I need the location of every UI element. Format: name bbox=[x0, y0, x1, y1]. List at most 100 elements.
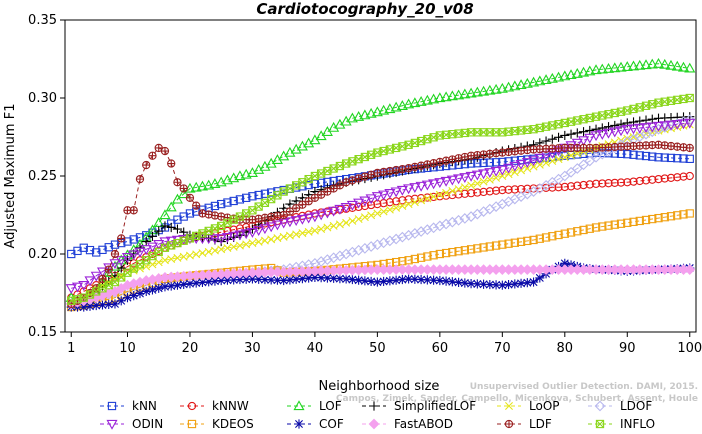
point-ldf bbox=[280, 211, 288, 219]
point-kdeos bbox=[435, 249, 445, 259]
point-knn bbox=[504, 157, 513, 166]
point-ldf bbox=[111, 250, 119, 258]
point-lof bbox=[684, 62, 696, 73]
point-lof bbox=[671, 60, 683, 71]
point-odin bbox=[390, 187, 402, 198]
point-lof bbox=[646, 58, 658, 69]
point-odin bbox=[521, 158, 533, 168]
point-lof bbox=[196, 180, 208, 191]
point-inflo bbox=[460, 128, 469, 138]
point-odin bbox=[65, 284, 77, 295]
point-lof bbox=[159, 209, 171, 220]
point-ldf bbox=[286, 207, 294, 216]
point-lof bbox=[596, 63, 608, 74]
point-kdeos bbox=[610, 220, 619, 229]
point-ldf bbox=[298, 201, 307, 209]
point-odin bbox=[446, 175, 458, 186]
point-odin bbox=[471, 170, 483, 181]
point-inflo bbox=[548, 121, 557, 130]
point-cof bbox=[110, 299, 120, 309]
point-simplifiedlof bbox=[172, 224, 183, 234]
point-lof bbox=[534, 75, 546, 86]
point-loop bbox=[485, 175, 494, 184]
point-knn bbox=[229, 196, 238, 206]
point-ldof bbox=[584, 155, 596, 167]
point-cof bbox=[516, 278, 526, 288]
point-odin bbox=[340, 203, 352, 213]
point-simplifiedlof bbox=[160, 221, 170, 231]
point-ldf bbox=[161, 147, 169, 155]
point-ldf bbox=[180, 184, 188, 193]
point-kdeos bbox=[460, 246, 469, 255]
point-loop bbox=[260, 236, 269, 245]
point-knnw bbox=[473, 188, 482, 197]
point-odin bbox=[440, 176, 452, 187]
point-loop bbox=[423, 194, 432, 203]
point-kdeos bbox=[473, 244, 482, 253]
point-odin bbox=[128, 250, 140, 261]
point-lof bbox=[171, 193, 183, 204]
watermark-citation: Unsupervised Outlier Detection. DAMI, 20… bbox=[470, 382, 698, 392]
point-loop bbox=[248, 239, 257, 248]
point-cof bbox=[141, 286, 151, 297]
point-kdeos bbox=[504, 239, 513, 248]
point-loop bbox=[304, 227, 313, 236]
point-inflo bbox=[585, 113, 594, 123]
point-loop bbox=[310, 226, 319, 235]
point-knn bbox=[485, 158, 494, 167]
legend-item-inflo: INFLO bbox=[588, 417, 655, 431]
point-inflo bbox=[591, 112, 601, 121]
point-inflo bbox=[129, 264, 138, 273]
point-loop bbox=[517, 166, 526, 175]
point-cof bbox=[204, 277, 214, 287]
point-cof bbox=[297, 274, 308, 284]
point-cof bbox=[522, 278, 532, 288]
point-lof bbox=[415, 96, 427, 106]
point-odin bbox=[234, 230, 246, 241]
point-lof bbox=[578, 66, 590, 77]
point-ldof bbox=[478, 206, 489, 217]
point-simplifiedlof bbox=[553, 132, 564, 142]
point-ldf bbox=[311, 194, 319, 202]
point-knn bbox=[92, 248, 101, 257]
point-cof bbox=[510, 279, 520, 289]
point-loop bbox=[198, 249, 207, 258]
point-odin bbox=[303, 213, 315, 224]
point-loop bbox=[467, 181, 476, 190]
point-knnw bbox=[585, 180, 594, 189]
point-cof bbox=[179, 279, 189, 290]
point-lof bbox=[446, 90, 458, 101]
point-odin bbox=[103, 263, 115, 274]
point-knn bbox=[673, 154, 682, 163]
point-loop bbox=[473, 179, 482, 188]
legend-label: KDEOS bbox=[212, 417, 254, 431]
point-ldf bbox=[136, 175, 144, 183]
point-kdeos bbox=[404, 256, 413, 265]
legend-item-lof: LOF bbox=[287, 399, 342, 413]
point-loop bbox=[623, 134, 632, 143]
point-kdeos bbox=[685, 209, 694, 218]
point-inflo bbox=[535, 123, 544, 133]
point-odin bbox=[609, 127, 621, 138]
point-lof bbox=[634, 59, 646, 70]
point-ldf bbox=[342, 178, 350, 186]
point-lof bbox=[503, 81, 515, 92]
point-knn bbox=[98, 245, 107, 254]
point-inflo bbox=[473, 128, 482, 137]
point-inflo bbox=[554, 120, 563, 129]
point-lof bbox=[359, 109, 371, 120]
point-simplifiedlof bbox=[147, 231, 158, 241]
point-loop bbox=[379, 207, 388, 216]
point-inflo bbox=[479, 128, 488, 137]
point-odin bbox=[265, 222, 277, 233]
point-inflo bbox=[379, 146, 388, 156]
point-knnw bbox=[485, 187, 494, 196]
point-ldf bbox=[98, 275, 107, 283]
point-loop bbox=[267, 235, 276, 244]
point-kdeos bbox=[498, 240, 507, 249]
point-ldof bbox=[378, 237, 390, 249]
point-loop bbox=[567, 151, 576, 160]
point-inflo bbox=[504, 127, 513, 136]
point-odin bbox=[371, 192, 383, 203]
point-ldof bbox=[571, 163, 583, 174]
